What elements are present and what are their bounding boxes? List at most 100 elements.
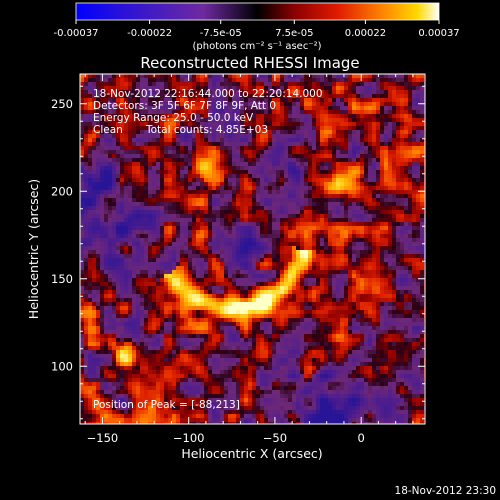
heatmap-cell bbox=[364, 266, 368, 270]
heatmap-cell bbox=[100, 194, 104, 198]
heatmap-cell bbox=[124, 138, 128, 142]
heatmap-cell bbox=[356, 118, 360, 122]
heatmap-cell bbox=[300, 166, 304, 170]
heatmap-cell bbox=[88, 294, 92, 298]
heatmap-cell bbox=[256, 98, 260, 102]
heatmap-cell bbox=[208, 122, 212, 126]
heatmap-cell bbox=[408, 110, 412, 114]
heatmap-cell bbox=[216, 98, 220, 102]
heatmap-cell bbox=[392, 126, 396, 130]
heatmap-cell bbox=[332, 134, 336, 138]
heatmap-cell bbox=[100, 222, 104, 226]
heatmap-cell bbox=[92, 90, 96, 94]
heatmap-cell bbox=[112, 250, 116, 254]
heatmap-cell bbox=[156, 158, 160, 162]
heatmap-cell bbox=[88, 122, 92, 126]
heatmap-cell bbox=[272, 82, 276, 86]
heatmap-cell bbox=[232, 122, 236, 126]
heatmap-cell bbox=[316, 162, 320, 166]
heatmap-cell bbox=[148, 194, 152, 198]
colorbar-tick-label: 0.00037 bbox=[418, 28, 459, 39]
heatmap-cell bbox=[120, 214, 124, 218]
heatmap-cell bbox=[296, 182, 300, 186]
heatmap-cell bbox=[88, 78, 92, 82]
heatmap-cell bbox=[236, 278, 240, 282]
heatmap-cell bbox=[140, 118, 144, 122]
heatmap-cell bbox=[344, 158, 348, 162]
heatmap-cell bbox=[148, 174, 152, 178]
heatmap-cell bbox=[224, 150, 228, 154]
heatmap-cell bbox=[320, 134, 324, 138]
heatmap-cell bbox=[356, 154, 360, 158]
heatmap-cell bbox=[212, 162, 216, 166]
heatmap-cell bbox=[344, 278, 348, 282]
heatmap-cell bbox=[248, 106, 252, 110]
heatmap-cell bbox=[96, 250, 100, 254]
heatmap-cell bbox=[120, 210, 124, 214]
heatmap-cell bbox=[176, 234, 180, 238]
heatmap-cell bbox=[108, 174, 112, 178]
heatmap-cell bbox=[116, 150, 120, 154]
heatmap-cell bbox=[396, 110, 400, 114]
heatmap-cell bbox=[232, 190, 236, 194]
heatmap-cell bbox=[268, 274, 272, 278]
heatmap-cell bbox=[404, 118, 408, 122]
heatmap-cell bbox=[140, 218, 144, 222]
heatmap-cell bbox=[96, 182, 100, 186]
heatmap-cell bbox=[164, 126, 168, 130]
heatmap-cell bbox=[384, 142, 388, 146]
heatmap-cell bbox=[344, 286, 348, 290]
heatmap-cell bbox=[112, 150, 116, 154]
heatmap-cell bbox=[108, 138, 112, 142]
heatmap-cell bbox=[340, 154, 344, 158]
heatmap-cell bbox=[256, 218, 260, 222]
heatmap-cell bbox=[344, 254, 348, 258]
heatmap-cell bbox=[356, 298, 360, 302]
heatmap-cell bbox=[80, 166, 84, 170]
heatmap-cell bbox=[208, 194, 212, 198]
heatmap-cell bbox=[420, 258, 424, 262]
heatmap-cell bbox=[228, 242, 232, 246]
heatmap-cell bbox=[336, 138, 340, 142]
heatmap-cell bbox=[292, 126, 296, 130]
heatmap-cell bbox=[388, 162, 392, 166]
heatmap-cell bbox=[384, 134, 388, 138]
heatmap-cell bbox=[228, 142, 232, 146]
heatmap-cell bbox=[344, 246, 348, 250]
heatmap-cell bbox=[312, 146, 316, 150]
heatmap-cell bbox=[264, 170, 268, 174]
heatmap-cell bbox=[332, 226, 336, 230]
heatmap-cell bbox=[168, 142, 172, 146]
heatmap-cell bbox=[96, 294, 100, 298]
heatmap-cell bbox=[140, 170, 144, 174]
heatmap-cell bbox=[372, 194, 376, 198]
heatmap-cell bbox=[324, 266, 328, 270]
heatmap-cell bbox=[320, 186, 324, 190]
heatmap-cell bbox=[348, 298, 352, 302]
heatmap-cell bbox=[164, 190, 168, 194]
heatmap-cell bbox=[164, 238, 168, 242]
heatmap-cell bbox=[164, 158, 168, 162]
heatmap-cell bbox=[364, 186, 368, 190]
heatmap-cell bbox=[292, 166, 296, 170]
heatmap-cell bbox=[160, 198, 164, 202]
heatmap-cell bbox=[336, 206, 340, 210]
heatmap-cell bbox=[216, 158, 220, 162]
heatmap-cell bbox=[192, 190, 196, 194]
heatmap-cell bbox=[300, 254, 304, 258]
heatmap-cell bbox=[176, 278, 180, 282]
heatmap-cell bbox=[108, 266, 112, 270]
heatmap-cell bbox=[284, 282, 288, 286]
heatmap-cell bbox=[208, 158, 212, 162]
heatmap-cell bbox=[104, 170, 108, 174]
heatmap-cell bbox=[380, 258, 384, 262]
heatmap-cell bbox=[212, 226, 216, 230]
heatmap-cell bbox=[284, 174, 288, 178]
heatmap-cell bbox=[180, 258, 184, 262]
heatmap-cell bbox=[268, 134, 272, 138]
heatmap-cell bbox=[204, 126, 208, 130]
heatmap-cell bbox=[148, 290, 152, 294]
heatmap-cell bbox=[400, 130, 404, 134]
heatmap-cell bbox=[212, 222, 216, 226]
heatmap-cell bbox=[404, 110, 408, 114]
